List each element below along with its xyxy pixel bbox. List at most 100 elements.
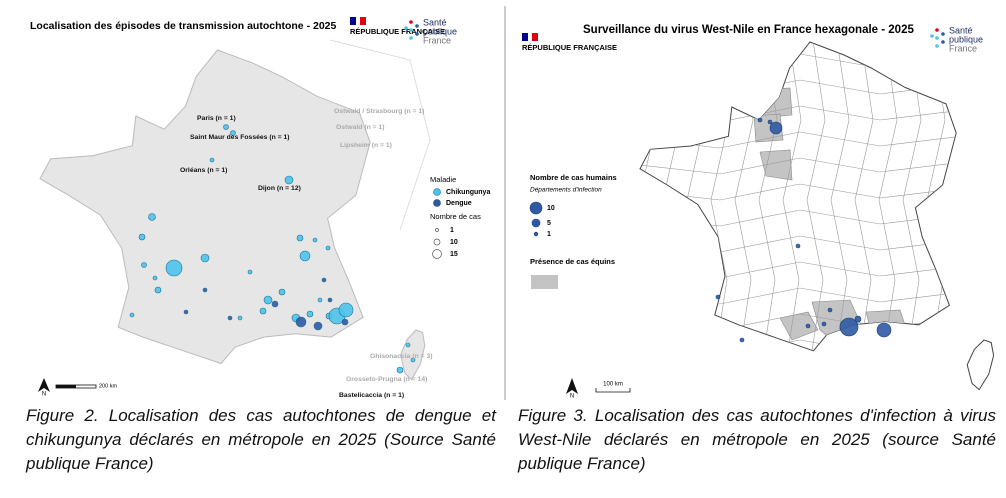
department-border: [806, 42, 826, 351]
case-bubble: [183, 309, 189, 315]
label: N: [570, 394, 574, 400]
case-bubble: [247, 269, 253, 275]
case-bubble: [148, 213, 156, 221]
case-bubble: [739, 337, 745, 343]
department-border: [662, 42, 682, 351]
label: Localisation des épisodes de transmissio…: [30, 20, 336, 32]
flag-blue: [522, 33, 528, 41]
case-bubble: [317, 297, 323, 303]
case-bubble: [410, 357, 416, 363]
case-bubble: [715, 294, 721, 300]
case-bubble: [237, 315, 243, 321]
label: Grosseto-Prugna (n = 14): [346, 376, 427, 383]
label: Orléans (n = 1): [180, 167, 227, 174]
label: Départements d'infection: [530, 187, 602, 194]
label: Nombre de cas: [430, 212, 481, 221]
case-bubble: [202, 287, 208, 293]
case-bubble: [278, 288, 286, 296]
island: [400, 329, 426, 381]
flag-red: [360, 17, 366, 25]
label: Ostwald / Strasbourg (n = 1): [334, 108, 424, 115]
logo-dot: [409, 28, 413, 32]
case-bubble: [296, 234, 304, 242]
legend-key: [433, 199, 441, 207]
maps: Localisation des épisodes de transmissio…: [30, 6, 995, 400]
case-bubble: [306, 310, 314, 318]
department-border: [902, 42, 922, 351]
label: Santé: [423, 17, 447, 27]
north-arrow: [566, 378, 578, 394]
case-bubble: [223, 124, 229, 130]
label: 1: [547, 231, 551, 238]
case-bubble: [284, 175, 294, 185]
legend-size: [432, 249, 442, 259]
scale-bar: [56, 385, 76, 388]
department-border: [640, 183, 957, 201]
caption: Figure 2. Localisation des cas autochton…: [26, 406, 496, 473]
case-bubble: [259, 307, 267, 315]
legend-key: [531, 275, 558, 289]
north-arrow: [38, 378, 50, 392]
case-bubble: [757, 117, 763, 123]
equine-department: [759, 149, 793, 181]
label: Maladie: [430, 175, 456, 184]
label: Dengue: [446, 200, 472, 207]
case-bubble: [263, 295, 273, 305]
logo-dot: [935, 28, 939, 32]
case-bubble: [141, 262, 147, 268]
case-bubble: [405, 342, 411, 348]
department-border: [950, 42, 957, 351]
country: [39, 49, 371, 365]
case-bubble: [129, 312, 135, 318]
legend-size: [533, 231, 539, 237]
logo-dot: [941, 40, 945, 44]
equine-department: [757, 87, 793, 119]
case-bubble: [876, 322, 892, 338]
legend-size: [433, 238, 441, 246]
case-bubble: [827, 307, 833, 313]
label: 10: [450, 239, 458, 246]
case-bubble: [795, 243, 801, 249]
logo-dot: [409, 20, 413, 24]
neighbour: [329, 39, 431, 231]
label: Saint Maur des Fossées (n = 1): [190, 134, 290, 141]
logo-dot: [935, 44, 939, 48]
equine-department: [675, 249, 713, 311]
case-bubble: [325, 245, 331, 251]
logo-dot: [935, 36, 939, 40]
case-bubble: [396, 366, 404, 374]
label: publique: [423, 26, 457, 36]
label: France: [949, 43, 977, 53]
case-bubble: [209, 157, 215, 163]
label: Dijon (n = 12): [258, 185, 301, 192]
case-bubble: [152, 275, 158, 281]
label: Lipsheim (n = 1): [340, 142, 392, 149]
label: Santé: [949, 25, 973, 35]
label: Ghisonaccia (n = 3): [370, 353, 433, 360]
flag-blue: [350, 17, 356, 25]
case-bubble: [821, 321, 827, 327]
case-bubble: [321, 277, 327, 283]
case-bubble: [341, 318, 349, 326]
case-bubble: [312, 237, 318, 243]
case-bubble: [767, 119, 773, 125]
logo-dot: [415, 24, 419, 28]
logo-dot: [941, 32, 945, 36]
department-border: [926, 42, 946, 351]
case-bubble: [313, 321, 323, 331]
case-bubble: [227, 315, 233, 321]
case-bubble: [138, 233, 146, 241]
label: Bastelicaccia (n = 1): [339, 392, 404, 399]
department-border: [782, 42, 802, 351]
label: N: [42, 392, 46, 398]
case-bubble: [230, 130, 236, 136]
department-border: [854, 42, 874, 351]
case-bubble: [805, 323, 811, 329]
flag-red: [532, 33, 538, 41]
label: Surveillance du virus West-Nile en Franc…: [583, 24, 914, 36]
department-border: [640, 42, 658, 351]
case-bubble: [769, 121, 783, 135]
island: [966, 339, 995, 391]
label: 200 km: [99, 383, 117, 389]
